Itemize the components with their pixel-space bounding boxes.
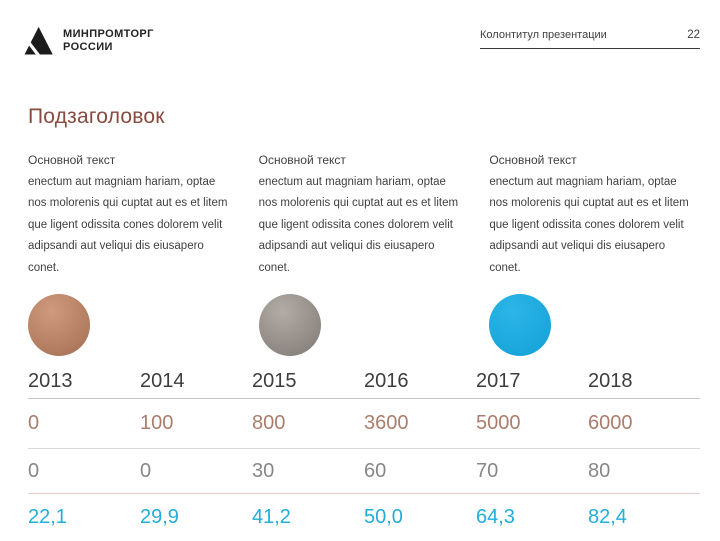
text-column-3: Основной текст enectum aut magniam haria…	[489, 150, 700, 356]
value-cell: 64,3	[476, 506, 515, 528]
year-cell: 2017	[476, 370, 521, 392]
body-line: adipsandi aut veliqui dis eiusapero	[258, 240, 435, 252]
body-line: nos molorenis qui cuptat aut es et litem	[489, 197, 689, 209]
value-cell: 5000	[476, 412, 521, 434]
body-line: enectum aut magniam hariam, optae	[489, 175, 677, 188]
body-line: adipsandi aut veliqui dis eiusapero	[489, 240, 666, 252]
value-cell: 82,4	[588, 506, 627, 528]
body-line: conet.	[28, 261, 60, 274]
body-line: que ligent odissita cones dolorem velit	[489, 218, 684, 231]
running-title-label: Колонтитул презентации	[480, 29, 607, 41]
table-row-gray: 0 0 30 60 70 80	[28, 449, 700, 494]
logo-text: МИНПРОМТОРГ РОССИИ	[63, 28, 154, 54]
cyan-sphere	[489, 294, 552, 356]
page-number: 22	[687, 29, 700, 41]
silver-sphere	[258, 294, 321, 356]
year-cell: 2015	[252, 370, 297, 392]
value-cell: 0	[28, 412, 40, 434]
value-cell: 70	[476, 460, 499, 482]
column-label: Основной текст	[28, 153, 116, 167]
logo-text-line1: МИНПРОМТОРГ	[63, 27, 154, 40]
value-cell: 41,2	[252, 506, 291, 528]
value-cell: 3600	[364, 412, 409, 434]
year-cell: 2016	[364, 370, 409, 392]
data-table: 2013 2014 2015 2016 2017 2018 0 100 800 …	[28, 370, 700, 541]
value-cell: 29,9	[140, 506, 179, 528]
running-title: Колонтитул презентации 22	[480, 29, 700, 49]
value-cell: 30	[252, 460, 275, 482]
value-cell: 50,0	[364, 506, 403, 528]
table-header-row: 2013 2014 2015 2016 2017 2018	[28, 370, 700, 399]
year-cell: 2014	[140, 370, 185, 392]
body-line: que ligent odissita cones dolorem velit	[28, 218, 223, 231]
column-label: Основной текст	[489, 153, 577, 167]
slide-subtitle: Подзаголовок	[28, 105, 165, 128]
value-cell: 60	[364, 460, 387, 482]
body-line: adipsandi aut veliqui dis eiusapero	[28, 240, 204, 252]
value-cell: 800	[252, 412, 286, 434]
slide-header: МИНПРОМТОРГ РОССИИ Колонтитул презентаци…	[24, 25, 700, 57]
value-cell: 100	[140, 412, 174, 434]
logo-text-line2: РОССИИ	[63, 41, 113, 53]
minpromtorg-logo: МИНПРОМТОРГ РОССИИ	[22, 25, 154, 57]
table-row-copper: 0 100 800 3600 5000 6000	[28, 399, 700, 449]
body-line: conet.	[489, 261, 521, 274]
text-column-1: Основной текст enectum aut magniam haria…	[28, 150, 239, 356]
body-line: nos molorenis qui cuptat aut es et litem	[28, 197, 228, 209]
value-cell: 0	[28, 460, 40, 482]
column-label: Основной текст	[258, 153, 346, 167]
text-columns: Основной текст enectum aut magniam haria…	[28, 150, 700, 356]
body-line: conet.	[258, 261, 290, 274]
value-cell: 22,1	[28, 506, 67, 528]
body-line: nos molorenis qui cuptat aut es et litem	[258, 197, 459, 209]
year-cell: 2013	[28, 370, 73, 392]
text-column-2: Основной текст enectum aut magniam haria…	[258, 150, 470, 356]
minpromtorg-logo-icon	[24, 26, 53, 57]
copper-sphere	[28, 294, 90, 356]
body-line: enectum aut magniam hariam, optae	[258, 175, 446, 188]
value-cell: 80	[588, 460, 611, 482]
year-cell: 2018	[588, 370, 633, 392]
table-row-blue: 22,1 29,9 41,2 50,0 64,3 82,4	[28, 494, 700, 541]
body-line: que ligent odissita cones dolorem velit	[258, 218, 453, 231]
value-cell: 6000	[588, 412, 633, 434]
body-line: enectum aut magniam hariam, optae	[28, 175, 216, 188]
value-cell: 0	[140, 460, 152, 482]
